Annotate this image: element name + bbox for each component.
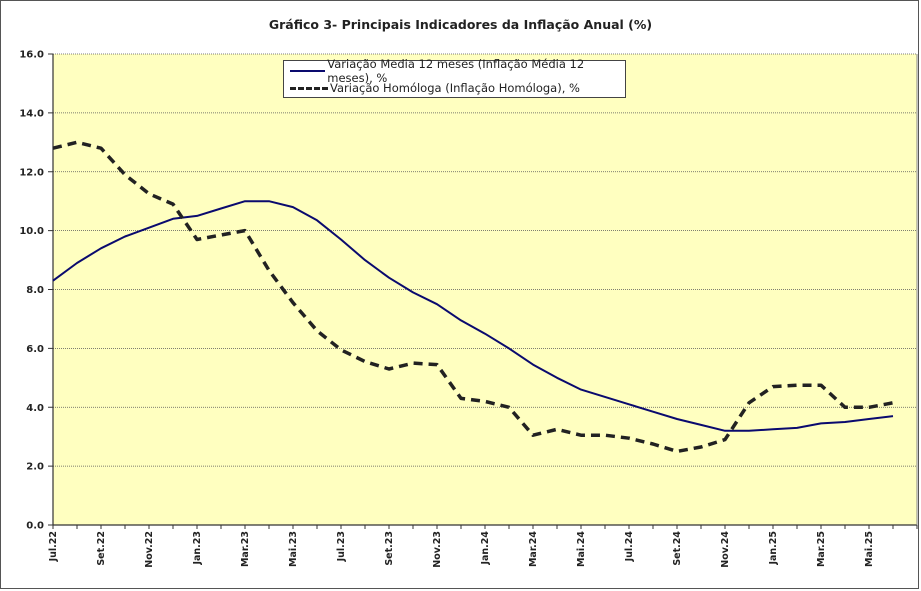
x-tick-label: Mar.24	[528, 531, 539, 567]
x-tick-label: Jan.24	[480, 531, 491, 566]
legend-swatch-dashed	[290, 86, 328, 90]
x-tick-label: Set.22	[96, 531, 107, 566]
x-axis-ticks: Jul.22 Set.22 Nov.22 Jan.23 Mar.23 Mai.23 Jul.…	[48, 525, 918, 568]
legend-label-media: Variação Media 12 meses (Inflação Média …	[327, 57, 585, 85]
y-tick-label: 12.0	[19, 167, 44, 178]
y-tick-label: 8.0	[26, 285, 44, 296]
series-line-homologa	[52, 140, 894, 454]
y-axis-ticks: 0.0 2.0 4.0 6.0 8.0 10.0 12.0 14.0 16.0	[19, 50, 53, 532]
legend-label-homologa: Variação Homóloga (Inflação Homóloga), %	[330, 81, 580, 95]
y-tick-label: 16.0	[19, 50, 44, 61]
legend-swatch-solid	[290, 70, 326, 72]
x-tick-label: Set.24	[672, 531, 683, 566]
y-tick-label: 2.0	[26, 462, 44, 473]
y-tick-label: 10.0	[19, 226, 44, 237]
x-tick-label: Nov.24	[720, 531, 731, 568]
series-line-media-12-meses	[52, 200, 894, 432]
x-tick-label: Mai.23	[288, 531, 299, 567]
x-tick-label: Nov.23	[432, 531, 443, 568]
x-tick-label: Jan.25	[768, 531, 779, 566]
y-tick-label: 14.0	[19, 108, 44, 119]
x-tick-label: Jul.24	[624, 531, 635, 563]
x-tick-label: Jul.23	[336, 531, 347, 562]
gridlines	[53, 53, 917, 467]
x-tick-label: Set.23	[384, 531, 395, 566]
x-tick-label: Mar.25	[816, 531, 827, 567]
legend-item-media: Variação Media 12 meses (Inflação Média …	[290, 57, 625, 85]
y-tick-label: 6.0	[26, 344, 44, 355]
x-tick-label: Nov.22	[144, 531, 155, 568]
legend: Variação Media 12 meses (Inflação Média …	[283, 57, 626, 98]
x-tick-label: Mai.25	[864, 531, 875, 567]
x-tick-label: Jul.22	[48, 531, 59, 562]
y-tick-label: 4.0	[26, 403, 44, 414]
series-lines	[52, 140, 894, 454]
chart-title: Gráfico 3- Principais Indicadores da Inf…	[268, 17, 653, 32]
x-tick-label: Mai.24	[576, 531, 587, 567]
x-tick-label: Mar.23	[240, 531, 251, 567]
legend-item-homologa: Variação Homóloga (Inflação Homóloga), %	[290, 80, 580, 96]
y-tick-label: 0.0	[26, 521, 44, 532]
x-tick-label: Jan.23	[192, 531, 203, 566]
